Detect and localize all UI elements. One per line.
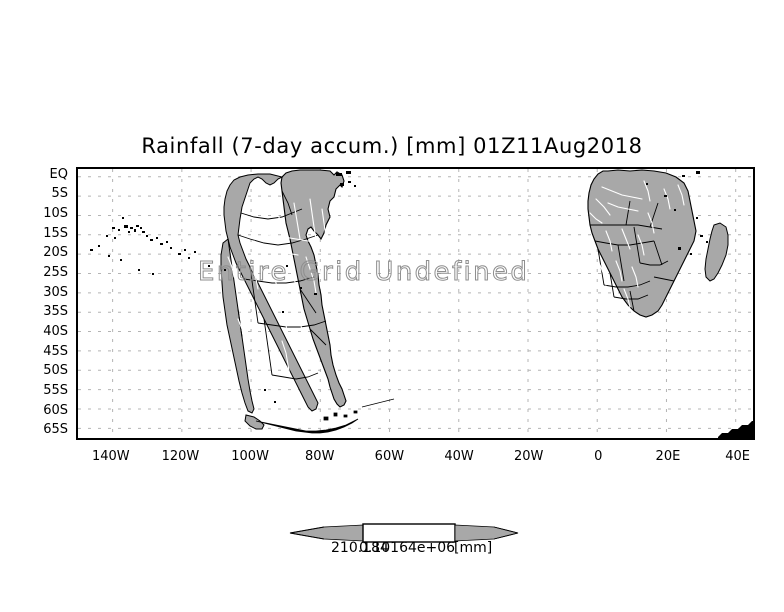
x-tick-label-100w: 100W <box>231 449 269 464</box>
y-tick-label-eq: EQ <box>49 166 68 182</box>
x-tick-label-0: 0 <box>594 449 603 464</box>
x-tick-label-20e: 20E <box>655 449 681 464</box>
colorbar-units-label: [mm] <box>454 540 493 556</box>
colorbar-tick-label-max: 0.10164e+06 <box>359 540 456 556</box>
x-tick-label-80w: 80W <box>305 449 335 464</box>
undefined-grid-text: Entire Grid Undefined <box>197 257 530 288</box>
x-tick-label-20w: 20W <box>513 449 544 464</box>
colorbar-tick-labels: 210.184 0.10164e+06 [mm] <box>0 540 784 560</box>
y-tick-label-45s: 45S <box>43 343 68 359</box>
africa-rivers <box>589 180 685 308</box>
south-america-coast <box>280 169 347 408</box>
colorbar-right-wedge <box>454 524 519 542</box>
x-tick-label-40w: 40W <box>444 449 474 464</box>
x-tick-label-140w: 140W <box>91 449 130 464</box>
y-tick-label-35s: 35S <box>43 304 68 320</box>
y-tick-label-10s: 10S <box>43 206 68 222</box>
y-tick-label-40s: 40S <box>43 323 68 339</box>
antarctic-edge <box>718 421 753 438</box>
y-tick-label-65s: 65S <box>43 422 68 438</box>
africa-borders <box>590 200 675 312</box>
x-tick-label-60w: 60W <box>374 449 405 464</box>
x-tick-label-40e: 40E <box>725 449 750 464</box>
southern-ocean-arc <box>255 398 395 434</box>
africa <box>587 169 729 318</box>
y-tick-label-25s: 25S <box>43 265 68 281</box>
y-tick-label-55s: 55S <box>43 382 68 398</box>
y-tick-label-15s: 15S <box>43 225 68 241</box>
colorbar-left-wedge <box>289 524 364 542</box>
colorbar[interactable] <box>288 518 520 548</box>
y-tick-label-60s: 60S <box>43 402 68 418</box>
x-tick-label-120w: 120W <box>161 449 200 464</box>
equatorial-coast-fragments <box>336 171 700 177</box>
y-tick-label-30s: 30S <box>43 284 68 300</box>
south-america-rivers <box>227 198 335 384</box>
map-landmasses <box>90 169 753 438</box>
andes-chile-strip <box>220 238 255 414</box>
page-title: Rainfall (7-day accum.) [mm] 01Z11Aug201… <box>141 134 643 158</box>
undefined-grid-overlay: Entire Grid Undefined <box>78 169 753 438</box>
tierra-del-fuego <box>244 414 265 430</box>
y-tick-label-20s: 20S <box>43 245 68 261</box>
island-dots <box>90 181 708 403</box>
map-plot-area: Entire Grid Undefined <box>76 167 755 440</box>
colorbar-tick-label-min: 210.184 <box>331 540 389 556</box>
south-america-borders <box>237 190 327 380</box>
y-tick-label-50s: 50S <box>43 363 68 379</box>
south-america-north-coast <box>223 173 319 412</box>
y-tick-label-5s: 5S <box>51 186 68 202</box>
south-america <box>220 169 347 430</box>
madagascar <box>704 222 729 282</box>
